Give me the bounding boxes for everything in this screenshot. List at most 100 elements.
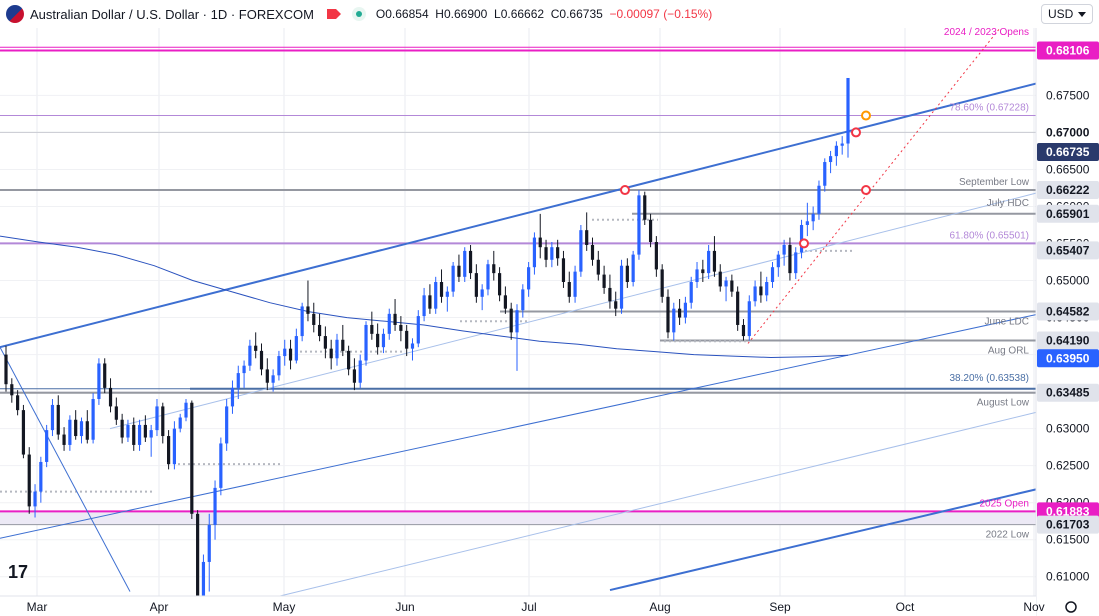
- candle-body: [544, 247, 548, 260]
- candle-body: [672, 308, 676, 333]
- marker-circle: [851, 127, 861, 138]
- price-tag-label: 0.63485: [1046, 386, 1090, 400]
- candle-body: [747, 301, 751, 337]
- candle-body: [405, 330, 409, 349]
- trendline-dotted: [747, 27, 1001, 344]
- candle-body: [828, 156, 833, 163]
- candle-body: [503, 295, 507, 309]
- candle-body: [556, 247, 560, 259]
- candle-body: [317, 324, 322, 337]
- candle-body: [166, 436, 171, 465]
- x-tick-label: Aug: [649, 600, 670, 614]
- price-tag: [1037, 123, 1099, 142]
- candle-body: [341, 339, 345, 351]
- chart-annotation: 2025 Open: [980, 498, 1030, 509]
- price-tag-label: 0.65901: [1046, 207, 1090, 221]
- tradingview-logo-icon: 17: [8, 562, 28, 582]
- candle-body: [178, 417, 182, 429]
- price-tag: [1037, 241, 1099, 260]
- y-tick-label: 0.67500: [1046, 88, 1090, 102]
- price-tag: [1037, 181, 1099, 200]
- candle-body: [590, 244, 595, 260]
- candle-body: [393, 313, 397, 325]
- chart-annotation: 78.60% (0.67228): [949, 103, 1029, 114]
- candle-body: [654, 242, 658, 270]
- candle-body: [730, 280, 734, 292]
- chart-annotation: 38.20% (0.63538): [949, 373, 1029, 384]
- candle-body: [254, 345, 258, 351]
- moving-average-line: [0, 235, 849, 359]
- chart-annotation: Aug ORL: [988, 346, 1030, 357]
- y-tick-label: 0.65000: [1046, 274, 1090, 288]
- ohlc-readout: O0.66854 H0.66900 L0.66662 C0.66735 −0.0…: [376, 7, 712, 21]
- candle-body: [85, 421, 89, 440]
- candle-body: [381, 333, 386, 348]
- channel-line: [0, 346, 131, 592]
- chart-annotation: 2024 / 2023 Opens: [944, 27, 1029, 38]
- channel-line: [109, 192, 1037, 430]
- candle-body: [683, 302, 688, 318]
- x-tick-label: Jul: [521, 600, 536, 614]
- candle-body: [16, 395, 20, 411]
- candle-body: [230, 387, 235, 407]
- candle-body: [492, 264, 496, 274]
- candle-body: [225, 406, 229, 444]
- tag-icon[interactable]: [326, 7, 342, 21]
- candle-body: [422, 295, 426, 317]
- candle-body: [788, 244, 792, 274]
- candle-body: [840, 143, 844, 146]
- candle-body: [567, 282, 571, 297]
- chart-header: Australian Dollar / U.S. Dollar · 1D · F…: [0, 0, 1035, 28]
- candle-body: [137, 424, 142, 445]
- price-tag: [1037, 41, 1099, 60]
- price-tag: [1037, 204, 1099, 223]
- candle-body: [4, 354, 8, 385]
- candle-body: [364, 324, 368, 361]
- price-tag-label: 0.66222: [1046, 183, 1090, 197]
- candle-body: [248, 345, 252, 366]
- chart-annotation: 2022 Low: [986, 530, 1030, 541]
- candle-body: [161, 406, 165, 437]
- candle-body: [718, 271, 722, 287]
- candle-body: [352, 369, 357, 383]
- candle-body: [724, 280, 728, 287]
- candle-body: [573, 271, 577, 297]
- candle-body: [50, 404, 55, 431]
- candle-body: [765, 282, 769, 296]
- candle-body: [823, 162, 827, 186]
- channel-line: [279, 411, 1037, 597]
- candle-body: [399, 324, 403, 331]
- candle-body: [370, 324, 374, 334]
- chart-annotation: June LDC: [985, 316, 1029, 327]
- y-tick-label: 0.62500: [1046, 459, 1090, 473]
- settings-gear-icon: [1065, 601, 1077, 613]
- candle-body: [811, 213, 815, 222]
- candle-body: [288, 348, 293, 361]
- candle-body: [103, 363, 107, 388]
- candle-body: [468, 250, 473, 274]
- candle-body: [335, 339, 339, 359]
- currency-selector[interactable]: USD: [1041, 4, 1093, 24]
- change-value: −0.00097 (−0.15%): [609, 7, 713, 21]
- candle-body: [312, 313, 316, 325]
- candle-body: [190, 402, 194, 514]
- candle-body: [521, 289, 525, 311]
- candle-body: [410, 343, 415, 349]
- candle-body: [451, 265, 455, 292]
- candle-body: [538, 237, 542, 248]
- x-tick-label: Nov: [1023, 600, 1044, 614]
- candle-body: [428, 295, 432, 309]
- candle-body: [527, 267, 531, 290]
- candle-body: [486, 264, 490, 290]
- candle-body: [741, 324, 746, 337]
- price-tag-label: 0.61703: [1046, 518, 1090, 532]
- price-tag-label: 0.65407: [1046, 243, 1090, 257]
- price-tag: [1037, 302, 1099, 321]
- symbol-title[interactable]: Australian Dollar / U.S. Dollar · 1D · F…: [30, 6, 314, 22]
- price-tag: [1037, 515, 1099, 534]
- candle-body: [294, 336, 298, 361]
- price-tag-label: 0.67000: [1046, 125, 1090, 139]
- candle-body: [196, 513, 200, 611]
